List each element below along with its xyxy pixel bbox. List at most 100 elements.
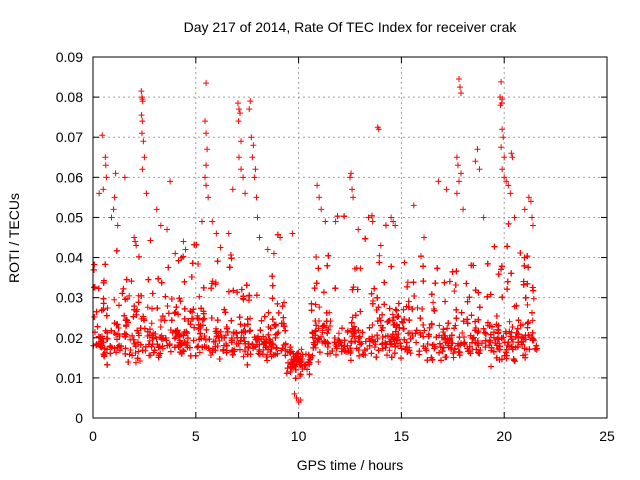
data-point [228,255,235,262]
data-point [165,264,172,271]
x-tick-label: 0 [89,428,97,444]
data-point [270,341,277,348]
data-point [93,342,100,349]
data-point [455,76,462,83]
data-point [498,263,505,270]
data-point [529,222,536,229]
data-point [273,344,280,351]
data-point [235,154,242,161]
data-point [180,253,187,260]
data-point [389,311,396,318]
data-point [172,333,179,340]
data-point [349,314,356,321]
data-point [484,319,491,326]
data-point [449,268,456,275]
data-points [90,76,540,405]
data-point [186,344,193,351]
data-point [200,284,207,291]
data-point [102,162,109,169]
data-point [529,284,536,291]
data-point [424,340,431,347]
data-point [115,331,122,338]
data-point [361,347,368,354]
data-point [146,332,153,339]
data-point [474,329,481,336]
data-point [325,326,332,333]
data-point [218,334,225,341]
data-point [288,360,295,367]
data-point [229,351,236,358]
data-point [400,306,407,313]
data-point [484,293,491,300]
data-point [275,309,282,316]
data-point [165,310,172,317]
data-point [388,333,395,340]
data-point [259,351,266,358]
data-point [202,118,209,125]
data-point [240,334,247,341]
data-point [386,338,393,345]
data-point [172,309,179,316]
data-point [348,170,355,177]
data-point [229,186,236,193]
data-point [360,351,367,358]
data-point [493,354,500,361]
data-point [153,206,160,213]
data-point [201,315,208,322]
data-point [359,329,366,336]
data-point [266,336,273,343]
x-axis-label: GPS time / hours [297,457,404,473]
data-point [446,278,453,285]
y-tick-label: 0.09 [56,49,83,65]
data-point [249,154,256,161]
data-point [257,327,264,334]
data-point [164,303,171,310]
data-point [190,337,197,344]
data-point [132,350,139,357]
data-point [397,342,404,349]
data-point [130,313,137,320]
data-point [430,299,437,306]
data-point [197,330,204,337]
data-point [420,333,427,340]
data-point [135,330,142,337]
data-point [341,337,348,344]
data-point [309,330,316,337]
data-point [362,235,369,242]
data-point [505,220,512,227]
data-point [140,138,147,145]
data-point [322,338,329,345]
data-point [381,301,388,308]
data-point [213,327,220,334]
data-point [262,344,269,351]
data-point [442,354,449,361]
data-point [94,323,101,330]
data-point [203,326,210,333]
data-point [493,313,500,320]
data-point [139,347,146,354]
data-point [104,335,111,342]
data-point [146,352,153,359]
data-point [99,342,106,349]
data-point [159,313,166,320]
data-point [112,170,119,177]
data-point [195,260,202,267]
data-point [269,316,276,323]
x-tick-label: 10 [291,428,307,444]
data-point [331,339,338,346]
data-point [504,243,511,250]
data-point [282,352,289,359]
data-point [168,296,175,303]
data-point [451,288,458,295]
data-point [368,337,375,344]
data-point [310,344,317,351]
data-point [91,313,98,320]
data-point [274,300,281,307]
data-point [386,347,393,354]
data-point [100,279,107,286]
data-point [436,349,443,356]
data-point [400,325,407,332]
data-point [528,214,535,221]
data-point [137,357,144,364]
data-point [315,265,322,272]
